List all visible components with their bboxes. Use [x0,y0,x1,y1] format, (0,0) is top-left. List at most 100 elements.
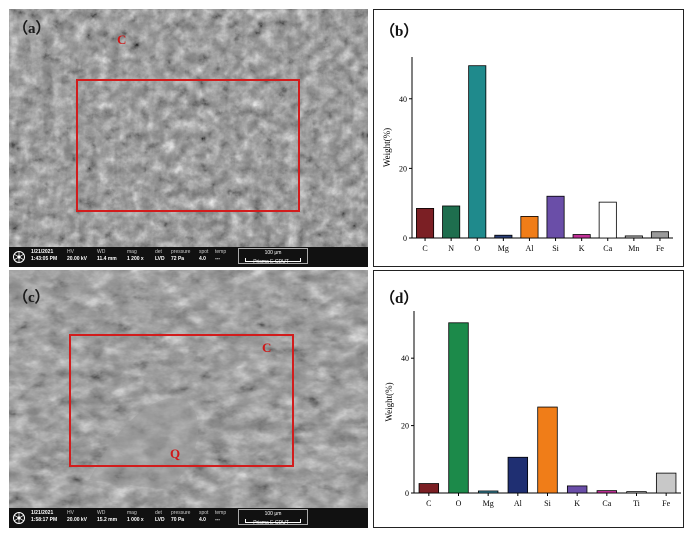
scale-label-c: 100 μm [264,511,282,517]
x-tick-label-b-si: Si [552,244,559,253]
sem-date-a: 1/21/2021 [31,249,54,255]
microscope-logo-icon [13,512,25,524]
instrument-footer-a: Prisma E CDUT [253,259,289,265]
sem-det-a: LVD [155,256,165,262]
x-tick-label-b-al: Al [525,244,534,253]
bar-b-ca [598,201,617,239]
hdr-hv-a: HV [67,249,74,255]
bar-b-o [468,65,487,239]
y-tick-label-b: 40 [399,95,407,104]
sem-temp-c: --- [215,517,220,523]
bar-d-ti [626,491,647,494]
x-tick-label-d-fe: Fe [662,499,670,508]
hdr-pressure-c: pressure [171,510,191,516]
hdr-hv-c: HV [67,510,74,516]
x-tick-label-b-mn: Mn [628,244,639,253]
bar-b-al [520,216,539,239]
bar-b-mn [624,235,643,239]
bar-d-c [418,483,440,494]
bar-d-k [566,485,588,494]
chart-panel-b: （b） 0 20 40 Weight(%) C N O Mg Al Si K Ca Mn Fe [373,9,684,267]
marker-a-c: C [117,32,127,47]
sem-pressure-a: 72 Pa [171,256,185,262]
roi-rectangle-a [76,79,300,212]
y-axis-label-d: Weight(%) [384,382,394,421]
sem-info-bar-a: 1/21/2021 1:43:05 PM HV 20.00 kV WD 11.4 mm… [9,247,368,267]
sem-mag-a: 1 200 x [127,256,144,262]
sem-pressure-c: 70 Pa [171,517,185,523]
hdr-temp-c: temp [215,510,227,516]
hdr-spot-c: spot [199,510,209,516]
y-tick-label-b: 0 [403,234,407,243]
roi-rectangle-c [69,334,294,467]
hdr-spot-a: spot [199,249,209,255]
bar-b-c [416,208,435,239]
sem-temp-a: --- [215,256,220,262]
hdr-mag-a: mag [127,249,137,255]
x-tick-label-b-c: C [422,244,427,253]
x-tick-label-d-mg: Mg [483,499,494,508]
sem-det-c: LVD [155,517,165,523]
y-axis-label-b: Weight(%) [382,128,392,167]
bar-b-fe [650,231,669,239]
sem-hv-c: 20.00 kV [67,517,88,523]
sem-image-a: （a） C 1/21/2021 1:43:05 PM HV 20.00 kV WD 1… [9,9,368,267]
bar-d-o [448,322,469,494]
hdr-wd-a: WD [97,249,106,255]
sem-wd-a: 11.4 mm [97,256,117,262]
microscope-logo-icon [13,251,25,263]
scale-label-a: 100 μm [264,250,282,256]
bar-d-fe [655,472,677,494]
sem-date-c: 1/21/2021 [31,510,54,516]
y-tick-label-d: 40 [401,354,409,363]
x-tick-label-b-o: O [474,244,480,253]
bar-b-k [572,234,591,239]
sem-mag-c: 1 000 x [127,517,144,523]
sem-texture-c [9,270,368,528]
chart-panel-d: （d） 0 20 40 Weight(%) C O Mg Al Si K Ca Ti Fe [373,270,684,528]
sem-texture-a [9,9,368,267]
sem-hv-a: 20.00 kV [67,256,88,262]
sem-spot-c: 4.0 [199,517,206,523]
scale-box-c: 100 μm [238,509,308,525]
marker-c-q: Q [170,446,181,461]
panel-label-b: （b） [380,24,419,40]
hdr-det-a: det [155,249,162,255]
x-tick-label-b-k: K [579,244,585,253]
scale-bar-c [245,519,301,523]
bar-d-al [507,456,529,494]
x-tick-label-b-n: N [448,244,454,253]
scale-box-a: 100 μm [238,248,308,264]
hdr-temp-a: temp [215,249,227,255]
hdr-mag-c: mag [127,510,137,516]
x-tick-label-b-fe: Fe [656,244,664,253]
sem-info-bar-c: 1/21/2021 1:58:17 PM HV 20.00 kV WD 15.2 mm… [9,508,368,528]
sem-image-c: （c） C Q 1/21/2021 1:58:17 PM HV 20.00 kV W… [9,270,368,528]
y-tick-label-d: 20 [401,422,409,431]
bar-d-ca [596,490,618,494]
sem-spot-a: 4.0 [199,256,206,262]
bar-b-mg [494,234,513,239]
marker-c-c: C [262,340,272,355]
hdr-wd-c: WD [97,510,106,516]
x-tick-label-d-ca: Ca [602,499,611,508]
x-tick-label-d-o: O [456,499,462,508]
x-tick-label-d-si: Si [544,499,551,508]
panel-label-d: （d） [380,291,419,307]
x-tick-label-d-al: Al [514,499,523,508]
hdr-det-c: det [155,510,162,516]
scale-bar-a [245,258,301,262]
sem-wd-c: 15.2 mm [97,517,118,523]
hdr-pressure-a: pressure [171,249,191,255]
instrument-footer-c: Prisma E CDUT [253,520,289,526]
x-tick-label-d-ti: Ti [633,499,641,508]
x-tick-label-d-k: K [574,499,580,508]
bar-chart-d: 0 20 40 Weight(%) C O Mg Al Si K Ca Ti Fe [384,311,681,508]
sem-time-c: 1:58:17 PM [31,517,58,523]
panel-label-a: （a） [13,21,51,37]
x-tick-label-b-ca: Ca [603,244,612,253]
y-tick-label-b: 20 [399,164,407,173]
bar-chart-b: 0 20 40 Weight(%) C N O Mg Al Si K Ca Mn Fe [382,57,673,253]
bar-d-si [537,406,558,494]
x-tick-label-d-c: C [426,499,431,508]
